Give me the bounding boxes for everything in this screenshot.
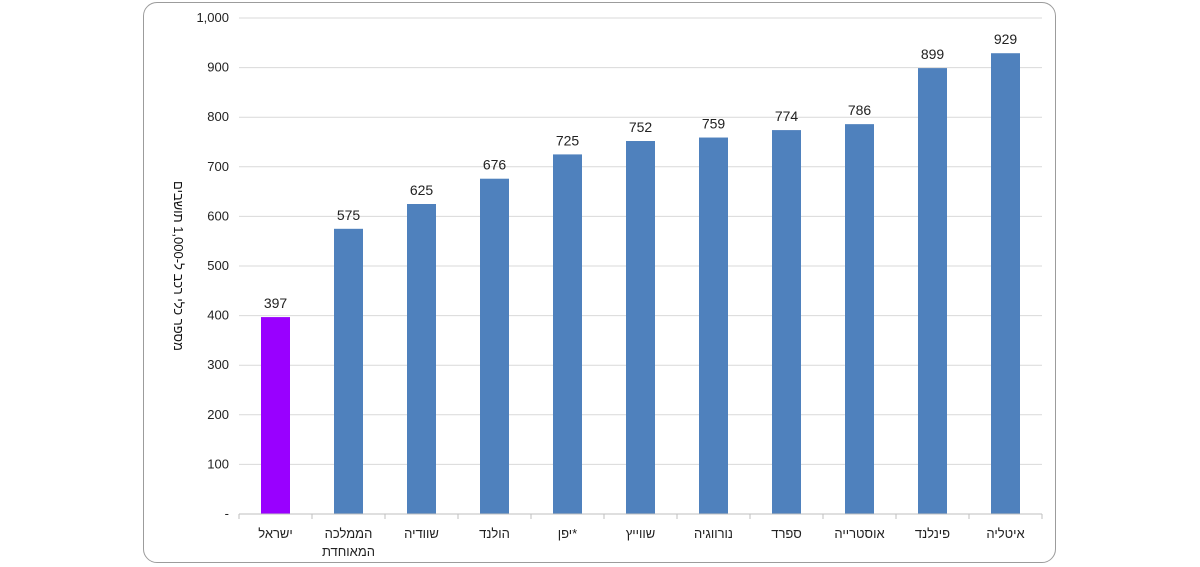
bar: [261, 317, 290, 514]
bar: [991, 53, 1020, 514]
bar: [480, 178, 509, 515]
bar: [845, 124, 874, 515]
data-label: 899: [921, 46, 945, 62]
y-tick-label: -: [225, 506, 229, 521]
bar: [553, 154, 582, 514]
y-tick-label: 700: [207, 159, 229, 174]
data-label: 752: [629, 119, 653, 135]
bar: [334, 228, 363, 515]
data-label: 725: [556, 132, 580, 148]
x-category-label: שוודיה: [404, 526, 439, 541]
y-axis-title: מספר כלי רכב ל-1,000 תושבים: [171, 181, 186, 351]
x-category-label: ספרד: [771, 526, 801, 541]
y-tick-label: 400: [207, 308, 229, 323]
axes: [238, 513, 1043, 519]
y-tick-label: 900: [207, 60, 229, 75]
bar: [626, 141, 655, 514]
labels: - 100 200 300 400 500 600 700 800 900 1,000 397 ישרא…: [196, 10, 1024, 559]
x-category-label: הממלכה: [325, 526, 373, 541]
bar: [407, 204, 436, 514]
bar: [918, 68, 947, 514]
x-category-label: ישראל: [258, 526, 293, 541]
x-category-label: יפן*: [558, 526, 577, 541]
chart-frame: - 100 200 300 400 500 600 700 800 900 1,000 397 ישרא…: [143, 2, 1056, 563]
data-label: 575: [337, 207, 361, 223]
x-category-label: איטליה: [986, 526, 1024, 541]
bar: [699, 137, 728, 514]
x-category-label: אוסטרייה: [834, 526, 884, 541]
bar: [772, 130, 801, 514]
y-tick-label: 600: [207, 208, 229, 223]
data-label: 676: [483, 157, 507, 173]
y-tick-label: 100: [207, 456, 229, 471]
data-label: 397: [264, 295, 288, 311]
y-tick-label: 800: [207, 109, 229, 124]
x-category-label: נורווגיה: [694, 526, 733, 541]
data-label: 759: [702, 116, 726, 132]
y-tick-label: 1,000: [196, 10, 229, 25]
x-category-label: שווייץ: [626, 526, 656, 541]
data-label: 774: [775, 108, 799, 124]
x-category-label: פינלנד: [915, 526, 950, 541]
y-tick-label: 200: [207, 407, 229, 422]
data-label: 929: [994, 31, 1018, 47]
bar-chart: - 100 200 300 400 500 600 700 800 900 1,000 397 ישרא…: [171, 10, 1043, 559]
data-label: 625: [410, 182, 434, 198]
data-label: 786: [848, 102, 872, 118]
y-tick-label: 300: [207, 357, 229, 372]
bars: [261, 53, 1020, 515]
y-tick-label: 500: [207, 258, 229, 273]
x-category-label: המאוחדת: [322, 544, 375, 559]
x-category-label: הולנד: [479, 526, 510, 541]
